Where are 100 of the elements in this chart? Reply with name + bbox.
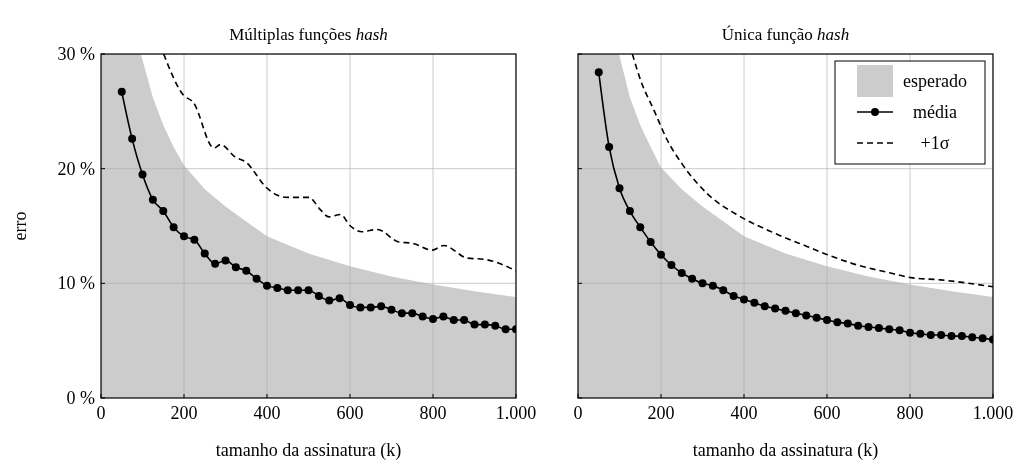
point [470, 320, 479, 329]
point [854, 321, 863, 330]
point [491, 321, 500, 330]
x-tick-label: 200 [170, 403, 198, 423]
point [408, 309, 417, 318]
point [242, 266, 251, 275]
y-tick-label: 10 % [57, 273, 95, 294]
y-axis-title: erro [10, 211, 30, 241]
point [439, 312, 448, 321]
point [148, 195, 157, 204]
y-tick-label: 0 % [66, 388, 95, 408]
point [397, 309, 406, 318]
point [781, 306, 790, 315]
point [823, 316, 831, 325]
chart-title: Única função hash [721, 25, 850, 44]
x-tick-label: 1.000 [495, 403, 537, 423]
point [480, 320, 489, 329]
point [377, 302, 386, 311]
point [947, 332, 956, 341]
point [325, 296, 334, 305]
point [729, 291, 738, 300]
point [169, 223, 178, 232]
point [833, 318, 842, 327]
point [698, 279, 707, 288]
y-tick-label: 30 % [57, 44, 95, 64]
point [771, 304, 780, 313]
x-tick-label: 0 [573, 403, 583, 423]
point [750, 298, 759, 307]
legend-label: média [913, 102, 957, 122]
point [180, 232, 188, 241]
x-axis-title: tamanho da assinatura (k) [692, 440, 879, 461]
point [916, 329, 925, 338]
point [968, 333, 977, 342]
x-tick-label: 0 [96, 403, 106, 423]
point [843, 319, 852, 328]
legend-label: +1σ [920, 133, 950, 153]
chart-title: Múltiplas funções hash [229, 25, 388, 44]
point [429, 314, 437, 323]
point [418, 312, 427, 321]
point [978, 334, 987, 343]
x-tick-label: 600 [336, 403, 364, 423]
point [957, 332, 966, 341]
x-tick-label: 1.000 [972, 403, 1014, 423]
x-tick-label: 800 [896, 403, 924, 423]
point [937, 330, 946, 339]
point [708, 281, 717, 290]
point [159, 207, 168, 216]
point [864, 322, 873, 331]
point [874, 324, 883, 333]
x-tick-label: 800 [419, 403, 447, 423]
point [605, 142, 614, 151]
point [314, 291, 323, 300]
point [895, 326, 904, 335]
point [335, 294, 344, 303]
point [231, 263, 240, 272]
point [885, 325, 894, 334]
point [812, 313, 821, 322]
x-tick-label: 400 [730, 403, 758, 423]
point [906, 328, 914, 337]
point [667, 260, 676, 269]
point [304, 286, 313, 295]
point [211, 259, 220, 268]
point [802, 311, 811, 320]
point [346, 301, 354, 310]
x-tick-label: 200 [647, 403, 675, 423]
point [252, 274, 261, 283]
point [128, 134, 137, 143]
point [263, 281, 271, 290]
point [501, 325, 510, 334]
point [460, 316, 469, 325]
point [387, 305, 396, 314]
point [273, 283, 282, 292]
point [283, 286, 292, 295]
point [646, 238, 655, 247]
point [636, 223, 645, 232]
point [356, 303, 365, 312]
point [740, 295, 748, 304]
point [594, 68, 603, 77]
point [200, 249, 209, 258]
point [117, 87, 126, 96]
point [926, 330, 935, 339]
point [760, 302, 769, 311]
point [138, 170, 147, 179]
point [625, 207, 634, 216]
point [449, 316, 458, 325]
point [719, 286, 728, 295]
y-tick-label: 20 % [57, 158, 95, 179]
point [294, 286, 303, 295]
point [657, 250, 665, 259]
point [688, 274, 697, 283]
point [791, 309, 800, 318]
x-axis-title: tamanho da assinatura (k) [215, 440, 402, 461]
legend-label: esperado [903, 71, 967, 91]
point [615, 184, 624, 193]
x-tick-label: 400 [253, 403, 281, 423]
point [366, 303, 375, 312]
point [221, 256, 230, 265]
point [190, 235, 199, 244]
point [677, 269, 686, 278]
x-tick-label: 600 [813, 403, 841, 423]
